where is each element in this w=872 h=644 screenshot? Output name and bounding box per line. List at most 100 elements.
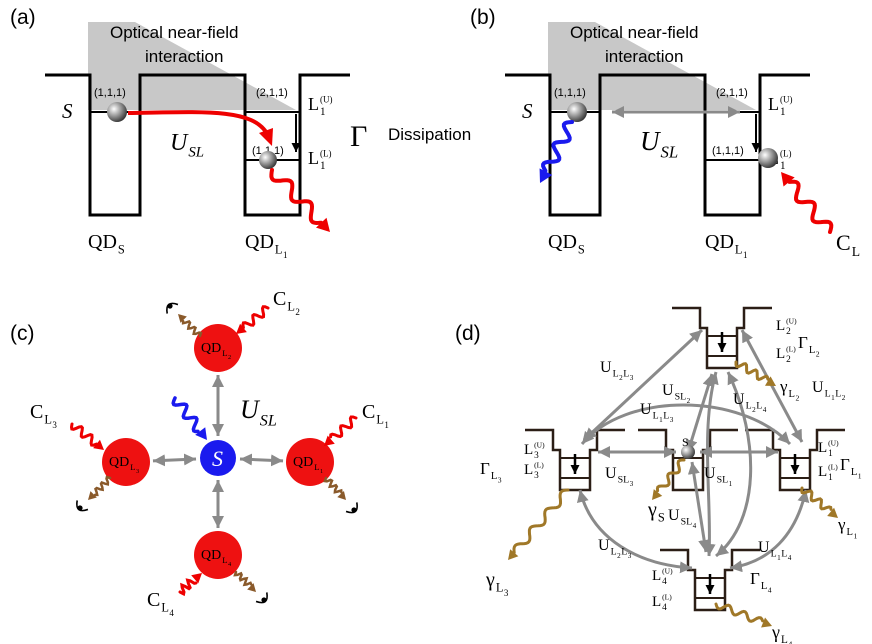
label: Dissipation [388, 125, 471, 144]
label: L [825, 388, 831, 399]
label: γ [647, 499, 657, 521]
label: 3 [504, 588, 509, 598]
transfer-arrow-head [259, 128, 273, 146]
label: SL [681, 516, 693, 527]
coupling-arrow [730, 490, 806, 568]
label: 4 [788, 640, 792, 644]
label: 1 [384, 420, 389, 430]
label: QD [201, 341, 221, 356]
label: (U) [320, 94, 333, 104]
label: (U) [662, 567, 673, 576]
label: SL [717, 474, 729, 485]
coupling-arrow [580, 490, 692, 568]
label: 1 [853, 532, 857, 541]
label: C [836, 230, 851, 255]
input-arrow [180, 580, 196, 594]
label: 1 [283, 250, 288, 260]
label: L [222, 348, 227, 358]
label: L [524, 442, 533, 458]
label: S [578, 243, 585, 257]
label: QD [245, 231, 274, 253]
input-arrow [789, 182, 831, 232]
label: U [733, 391, 745, 408]
label: 1 [780, 106, 786, 118]
label: (d) [455, 322, 481, 345]
label: 4 [768, 586, 772, 595]
label: U [598, 537, 610, 554]
label: Optical near-field [570, 23, 699, 42]
label: U [640, 126, 661, 156]
label: L [781, 634, 788, 644]
label: 2 [786, 327, 791, 337]
label: L [491, 471, 497, 482]
label: γ [771, 622, 780, 642]
label: L [761, 581, 767, 592]
label: QD [548, 231, 577, 253]
label: S [682, 435, 689, 449]
label: 2 [816, 350, 820, 359]
label: 4 [788, 554, 792, 562]
coupling-arrow [153, 459, 196, 461]
label: L [161, 601, 169, 615]
decay-arrow [657, 460, 684, 491]
label: 3 [670, 416, 674, 424]
label: 1 [320, 106, 326, 118]
label: C [273, 288, 286, 310]
label: 2 [842, 394, 846, 402]
label: 1 [828, 473, 833, 483]
coupling-arrow [707, 372, 716, 556]
particle [107, 102, 127, 122]
label: SL [661, 143, 679, 162]
label: L [611, 546, 617, 557]
label: L [613, 368, 619, 379]
page: { "panel_a": {"label": "(a)", "title": [… [0, 0, 872, 644]
label: (U) [780, 94, 793, 104]
label: U [170, 130, 189, 156]
label: γ [837, 515, 846, 534]
label: interaction [605, 47, 683, 66]
label: (U) [534, 441, 545, 450]
label: 4 [662, 603, 667, 613]
label: L [852, 244, 860, 259]
input-arrow [243, 307, 268, 328]
label: U [662, 382, 674, 399]
label: L [789, 389, 795, 400]
label: Γ [750, 569, 760, 588]
label: (L) [662, 593, 672, 602]
label: 3 [534, 471, 539, 481]
label: (L) [828, 463, 838, 472]
detector-dot [351, 507, 356, 512]
label: 2 [295, 307, 300, 317]
detector-dot [167, 303, 172, 308]
excitation-arrow [173, 398, 198, 432]
label: 4 [763, 406, 767, 414]
label: (2,1,1) [716, 87, 748, 99]
label: 1 [780, 160, 786, 172]
label: (L) [534, 461, 544, 470]
label: L [130, 462, 135, 472]
label: L [768, 94, 779, 114]
label: U [640, 401, 652, 418]
label: SL [260, 412, 277, 429]
label: S [62, 99, 73, 123]
label: L [652, 594, 661, 610]
label: 1 [320, 160, 326, 172]
label: (L) [786, 345, 796, 354]
particle [758, 148, 778, 168]
label: 3 [628, 552, 632, 560]
label: L [809, 345, 815, 356]
label: 1 [729, 480, 733, 488]
label: L [314, 462, 319, 472]
label: (L) [320, 148, 332, 158]
label: (2,1,1) [256, 87, 288, 99]
label: L [621, 546, 627, 557]
label: (1,1,1) [712, 145, 744, 157]
label: 1 [828, 449, 833, 459]
label: QD [88, 231, 117, 253]
coupling-arrow [240, 459, 283, 461]
label: L [776, 346, 785, 362]
label: L [44, 413, 52, 427]
decay-arrow [514, 490, 568, 553]
figure: (a)Optical near-fieldinteractionS(1,1,1)… [0, 0, 872, 644]
label: 3 [630, 480, 634, 488]
